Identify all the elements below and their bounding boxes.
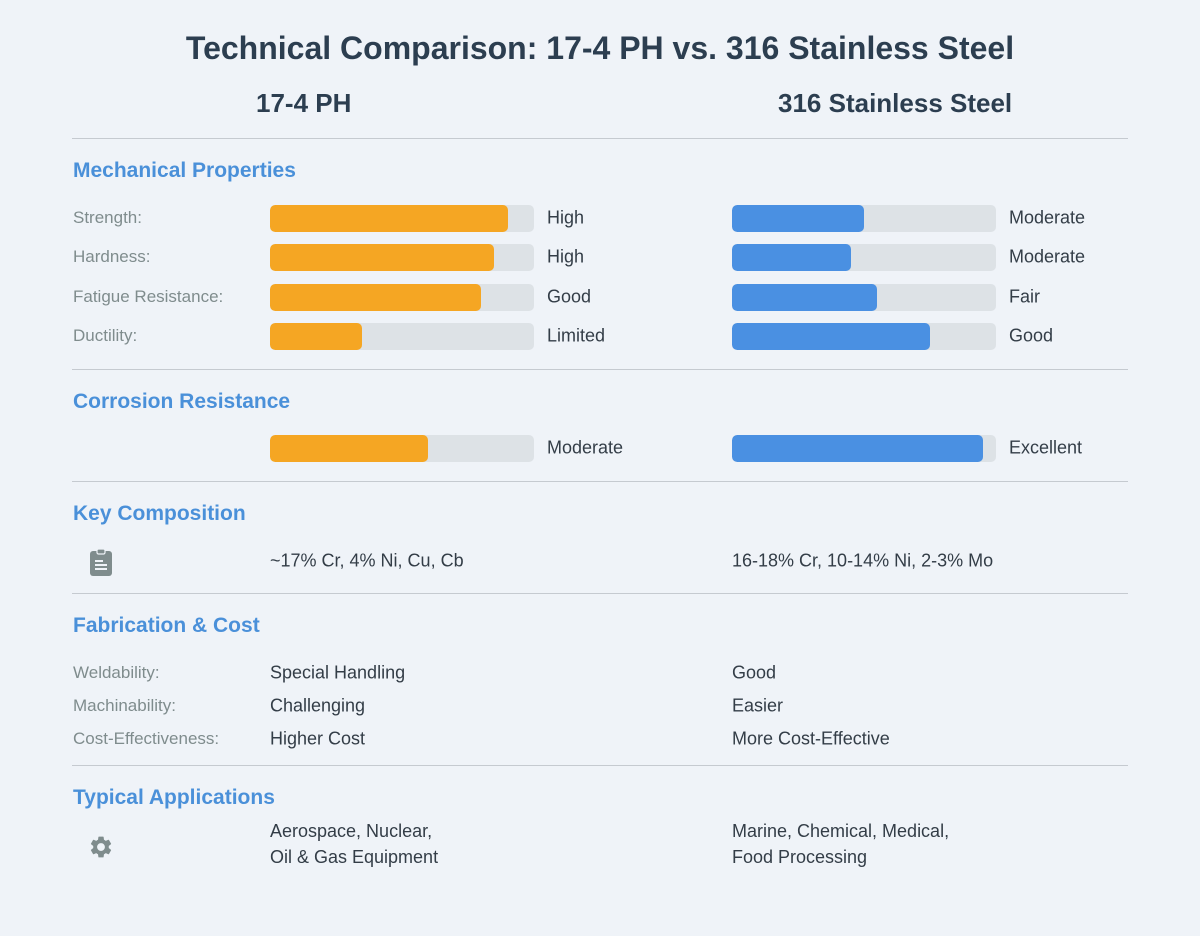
applications-316-line: Marine, Chemical, Medical, <box>732 821 950 841</box>
fabrication-label-cost: Cost-Effectiveness: <box>73 729 220 748</box>
column-header-316-stainless: 316 Stainless Steel <box>778 88 1013 118</box>
ductility-bar-17-4-ph <box>270 322 362 350</box>
row-label-fatigue-resistance: Fatigue Resistance: <box>73 287 224 306</box>
fatigue-resistance-bar-track-316 <box>732 283 996 311</box>
weldability-17-4-ph: Special Handling <box>270 662 406 683</box>
corrosion-value-316: Excellent <box>1009 437 1083 458</box>
hardness-bar-17-4-ph <box>270 243 494 271</box>
row-label-hardness: Hardness: <box>73 247 151 266</box>
row-label-strength: Strength: <box>73 208 142 227</box>
hardness-bar-316 <box>732 243 851 271</box>
divider <box>72 138 1128 139</box>
corrosion-bar-316 <box>732 434 983 462</box>
cost-17-4-ph: Higher Cost <box>270 728 366 749</box>
ductility-bar-track-316 <box>732 322 996 350</box>
cost-316: More Cost-Effective <box>732 728 890 749</box>
fabrication-label-machinability: Machinability: <box>73 696 176 715</box>
applications-17-4-ph-line: Aerospace, Nuclear, <box>270 821 433 841</box>
applications-316-line: Food Processing <box>732 847 868 867</box>
ductility-bar-track-17-4-ph <box>270 322 534 350</box>
fatigue-resistance-bar-17-4-ph <box>270 283 481 311</box>
fatigue-resistance-value-316: Fair <box>1009 286 1040 307</box>
divider <box>72 593 1128 594</box>
strength-bar-316 <box>732 204 864 232</box>
corrosion-bar-track-316 <box>732 434 996 462</box>
applications-17-4-ph-line: Oil & Gas Equipment <box>270 847 439 867</box>
section-title-mechanical: Mechanical Properties <box>73 159 296 182</box>
column-header-17-4-ph: 17-4 PH <box>256 88 352 118</box>
machinability-17-4-ph: Challenging <box>270 695 366 716</box>
ductility-value-17-4-ph: Limited <box>547 325 606 346</box>
corrosion-bar-track-17-4-ph <box>270 434 534 462</box>
row-label-ductility: Ductility: <box>73 326 138 345</box>
hardness-bar-track-17-4-ph <box>270 243 534 271</box>
divider <box>72 765 1128 766</box>
composition-17-4-ph: ~17% Cr, 4% Ni, Cu, Cb <box>270 550 464 571</box>
strength-bar-track-316 <box>732 204 996 232</box>
machinability-316: Easier <box>732 695 784 716</box>
page-title: Technical Comparison: 17-4 PH vs. 316 St… <box>185 30 1015 66</box>
section-title-fabrication: Fabrication & Cost <box>73 614 260 637</box>
strength-value-316: Moderate <box>1009 207 1086 228</box>
strength-value-17-4-ph: High <box>547 207 585 228</box>
fabrication-label-weldability: Weldability: <box>73 663 160 682</box>
hardness-value-316: Moderate <box>1009 246 1086 267</box>
fatigue-resistance-bar-track-17-4-ph <box>270 283 534 311</box>
applications-17-4-ph: Aerospace, Nuclear, Oil & Gas Equipment <box>270 818 438 870</box>
divider <box>72 369 1128 370</box>
hardness-bar-track-316 <box>732 243 996 271</box>
applications-316: Marine, Chemical, Medical, Food Processi… <box>732 818 949 870</box>
ductility-bar-316 <box>732 322 930 350</box>
divider <box>72 481 1128 482</box>
fatigue-resistance-bar-316 <box>732 283 877 311</box>
weldability-316: Good <box>732 662 777 683</box>
strength-bar-17-4-ph <box>270 204 508 232</box>
section-title-composition: Key Composition <box>73 502 246 525</box>
corrosion-value-17-4-ph: Moderate <box>547 437 624 458</box>
ductility-value-316: Good <box>1009 325 1054 346</box>
strength-bar-track-17-4-ph <box>270 204 534 232</box>
fatigue-resistance-value-17-4-ph: Good <box>547 286 592 307</box>
gear-icon <box>90 836 112 858</box>
clipboard-icon <box>90 549 112 576</box>
composition-316: 16-18% Cr, 10-14% Ni, 2-3% Mo <box>732 550 994 571</box>
corrosion-bar-17-4-ph <box>270 434 428 462</box>
section-title-applications: Typical Applications <box>73 786 275 809</box>
section-title-corrosion: Corrosion Resistance <box>73 390 291 413</box>
hardness-value-17-4-ph: High <box>547 246 585 267</box>
